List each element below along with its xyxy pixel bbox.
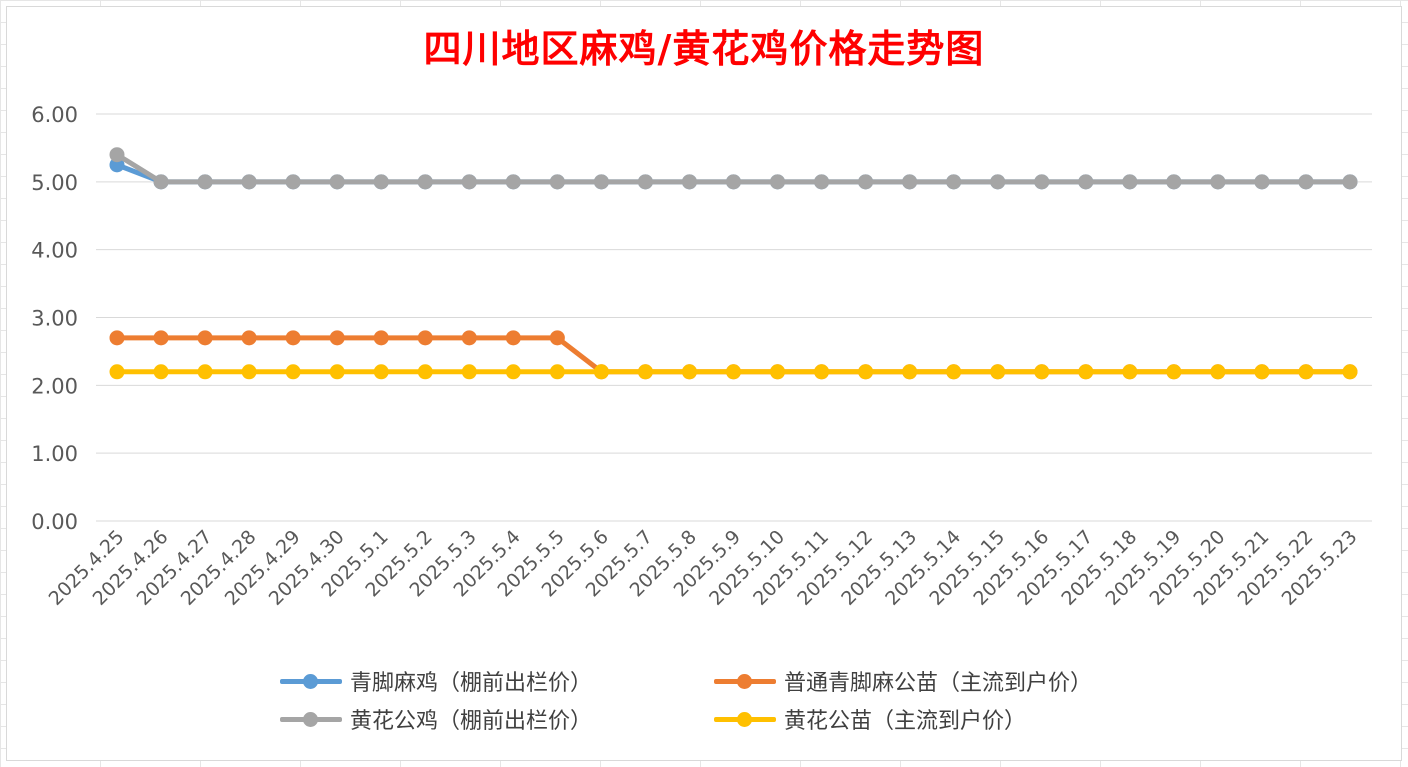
data-point: [637, 364, 653, 380]
data-point: [241, 364, 257, 380]
data-point: [1210, 174, 1226, 190]
data-point: [1166, 364, 1182, 380]
chart-area[interactable]: [6, 6, 1402, 761]
y-tick-label: 2.00: [31, 374, 78, 398]
data-point: [373, 174, 389, 190]
data-point: [946, 364, 962, 380]
y-tick-label: 4.00: [31, 239, 78, 263]
legend-dot-swatch: [303, 674, 318, 689]
data-point: [593, 364, 609, 380]
data-point: [417, 174, 433, 190]
data-point: [681, 174, 697, 190]
chart-title: 四川地区麻鸡/黄花鸡价格走势图: [423, 26, 985, 71]
data-point: [1342, 174, 1358, 190]
data-point: [1210, 364, 1226, 380]
data-point: [549, 174, 565, 190]
y-tick-label: 1.00: [31, 442, 78, 466]
chart-legend: 青脚麻鸡（棚前出栏价） 普通青脚麻公苗（主流到户价） 黄花公鸡（棚前出栏价） 黄…: [280, 662, 1180, 742]
data-point: [814, 364, 830, 380]
data-point: [1034, 364, 1050, 380]
data-point: [461, 174, 477, 190]
data-point: [902, 174, 918, 190]
data-point: [153, 364, 169, 380]
data-point: [417, 364, 433, 380]
data-point: [1298, 364, 1314, 380]
data-point: [153, 330, 169, 346]
data-point: [902, 364, 918, 380]
data-point: [1254, 174, 1270, 190]
y-tick-label: 0.00: [31, 510, 78, 534]
legend-item-huanghua-gongji: 黄花公鸡（棚前出栏价）: [280, 700, 592, 738]
y-tick-label: 6.00: [31, 103, 78, 127]
data-point: [109, 330, 125, 346]
data-point: [461, 330, 477, 346]
y-tick-label: 3.00: [31, 307, 78, 331]
data-point: [285, 364, 301, 380]
data-point: [505, 330, 521, 346]
legend-label: 黄花公鸡（棚前出栏价）: [350, 709, 593, 734]
data-point: [285, 330, 301, 346]
data-point: [285, 174, 301, 190]
data-point: [990, 174, 1006, 190]
data-point: [858, 364, 874, 380]
data-point: [241, 174, 257, 190]
legend-label: 普通青脚麻公苗（主流到户价）: [784, 671, 1093, 696]
data-point: [197, 364, 213, 380]
data-point: [329, 364, 345, 380]
data-point: [946, 174, 962, 190]
data-point: [461, 364, 477, 380]
legend-label: 黄花公苗（主流到户价）: [784, 709, 1027, 734]
data-point: [241, 330, 257, 346]
data-point: [505, 174, 521, 190]
legend-marker-icon: [714, 671, 776, 691]
legend-item-putong-qingjiao-gongmiao: 普通青脚麻公苗（主流到户价）: [714, 662, 1092, 700]
data-point: [153, 174, 169, 190]
data-point: [770, 364, 786, 380]
data-point: [417, 330, 433, 346]
data-point: [1254, 364, 1270, 380]
legend-item-huanghua-gongmiao: 黄花公苗（主流到户价）: [714, 700, 1026, 738]
data-point: [329, 174, 345, 190]
data-point: [1078, 364, 1094, 380]
data-point: [1122, 174, 1138, 190]
data-point: [1166, 174, 1182, 190]
data-point: [593, 174, 609, 190]
legend-label: 青脚麻鸡（棚前出栏价）: [350, 671, 593, 696]
data-point: [1078, 174, 1094, 190]
legend-item-qingjiao-maji: 青脚麻鸡（棚前出栏价）: [280, 662, 592, 700]
data-point: [109, 364, 125, 380]
data-point: [373, 330, 389, 346]
data-point: [549, 364, 565, 380]
data-point: [1342, 364, 1358, 380]
data-point: [681, 364, 697, 380]
data-point: [726, 364, 741, 380]
data-point: [990, 364, 1006, 380]
legend-dot-swatch: [737, 674, 752, 689]
data-point: [197, 174, 213, 190]
legend-dot-swatch: [303, 712, 318, 727]
data-point: [637, 174, 653, 190]
data-point: [197, 330, 213, 346]
legend-dot-swatch: [737, 712, 752, 727]
data-point: [1122, 364, 1138, 380]
data-point: [1034, 174, 1050, 190]
legend-marker-icon: [280, 709, 342, 729]
data-point: [858, 174, 874, 190]
data-point: [1298, 174, 1314, 190]
data-point: [109, 147, 125, 163]
legend-marker-icon: [280, 671, 342, 691]
data-point: [505, 364, 521, 380]
y-tick-label: 5.00: [31, 171, 78, 195]
data-point: [373, 364, 389, 380]
legend-marker-icon: [714, 709, 776, 729]
data-point: [770, 174, 786, 190]
data-point: [549, 330, 565, 346]
data-point: [329, 330, 345, 346]
data-point: [814, 174, 830, 190]
data-point: [726, 174, 741, 190]
